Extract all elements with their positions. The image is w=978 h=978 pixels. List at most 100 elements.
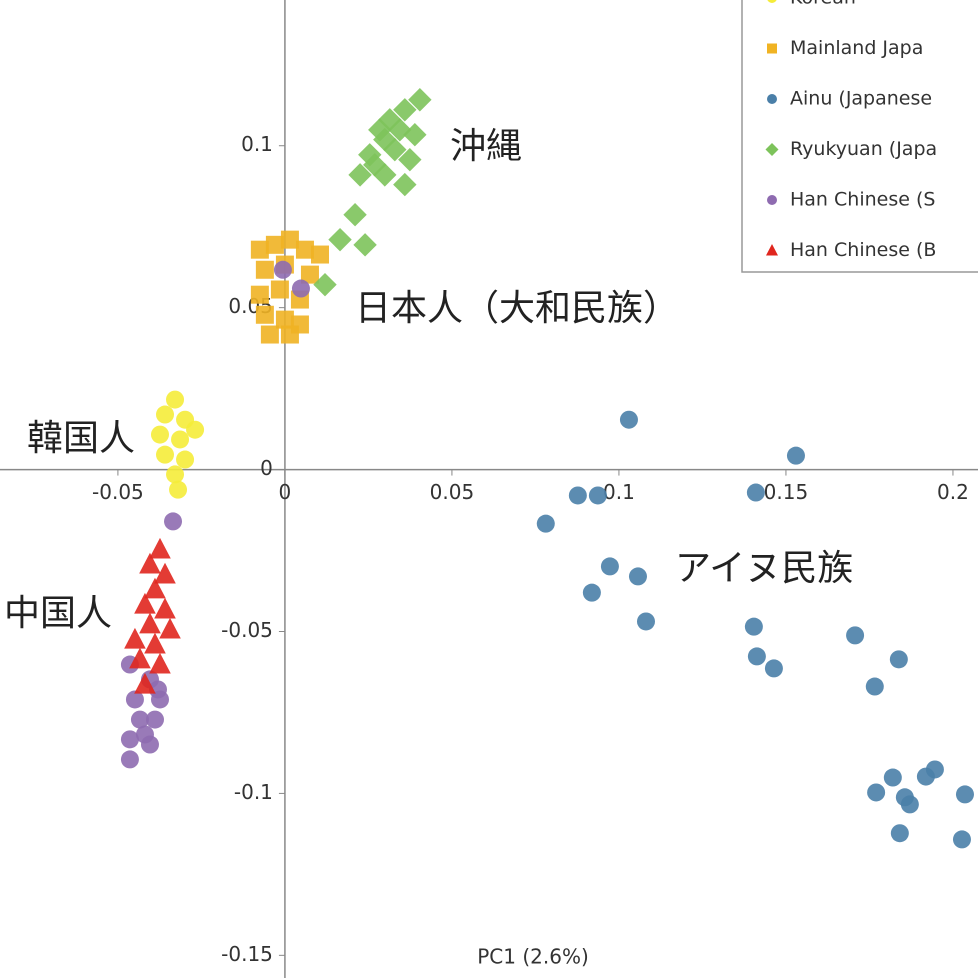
point bbox=[353, 233, 377, 257]
point bbox=[150, 425, 169, 444]
point bbox=[159, 617, 181, 639]
point bbox=[149, 652, 171, 674]
legend-box bbox=[741, 0, 978, 273]
point bbox=[139, 552, 161, 574]
point bbox=[169, 480, 188, 499]
point bbox=[408, 88, 432, 112]
legend-label: Han Chinese (B bbox=[790, 239, 936, 261]
point bbox=[166, 465, 185, 484]
point bbox=[373, 163, 397, 187]
point bbox=[348, 163, 372, 187]
point bbox=[300, 265, 319, 284]
point bbox=[865, 677, 884, 696]
legend-marker bbox=[767, 0, 777, 3]
point bbox=[313, 272, 337, 297]
point bbox=[393, 98, 417, 122]
point bbox=[255, 305, 274, 324]
point bbox=[135, 725, 154, 744]
point bbox=[867, 783, 886, 802]
annotation: 日本人（大和民族） bbox=[355, 288, 679, 329]
point bbox=[148, 680, 167, 699]
x-tick-label: 0.2 bbox=[937, 480, 969, 504]
x-tick-label: 0.05 bbox=[430, 480, 475, 504]
point bbox=[139, 612, 161, 634]
legend-marker bbox=[767, 195, 777, 205]
point bbox=[328, 227, 352, 252]
legend-label: Ainu (Japanese bbox=[790, 88, 932, 110]
legend-marker bbox=[767, 94, 777, 104]
point bbox=[120, 750, 139, 769]
point bbox=[145, 710, 164, 729]
point bbox=[120, 730, 139, 749]
point bbox=[393, 172, 417, 197]
point bbox=[568, 486, 587, 505]
point bbox=[952, 830, 971, 849]
point bbox=[889, 650, 908, 669]
point bbox=[270, 280, 289, 299]
point bbox=[280, 325, 299, 344]
point bbox=[403, 123, 427, 147]
point bbox=[144, 577, 166, 599]
point bbox=[900, 795, 919, 814]
annotation: 韓国人 bbox=[27, 418, 135, 459]
point bbox=[156, 445, 175, 464]
annotation: アイヌ民族 bbox=[675, 548, 853, 589]
legend-marker bbox=[765, 143, 779, 156]
point bbox=[156, 405, 175, 424]
point bbox=[925, 760, 944, 779]
point bbox=[255, 260, 274, 279]
legend-label: Mainland Japa bbox=[790, 37, 923, 59]
point bbox=[250, 285, 269, 304]
legend-label: Han Chinese (S bbox=[790, 189, 935, 211]
point bbox=[265, 235, 284, 254]
legend-marker bbox=[766, 244, 778, 256]
point bbox=[144, 632, 166, 654]
annotation: 沖縄 bbox=[450, 126, 522, 167]
y-tick-label: 0.1 bbox=[241, 132, 273, 156]
point bbox=[129, 647, 151, 669]
point bbox=[890, 824, 909, 843]
point bbox=[628, 567, 647, 586]
point bbox=[744, 617, 763, 636]
point bbox=[295, 240, 314, 259]
x-axis-label: PC1 (2.6%) bbox=[477, 945, 589, 969]
point bbox=[280, 230, 299, 249]
legend-label: Ryukyuan (Japa bbox=[790, 138, 937, 160]
point bbox=[383, 137, 407, 162]
point bbox=[186, 420, 205, 439]
x-tick-label: -0.05 bbox=[92, 480, 144, 504]
point bbox=[291, 279, 310, 298]
point bbox=[883, 768, 902, 787]
point bbox=[176, 450, 195, 469]
y-tick-label: -0.1 bbox=[234, 780, 273, 804]
point bbox=[764, 659, 783, 678]
point bbox=[134, 672, 156, 694]
point bbox=[846, 626, 865, 645]
point bbox=[250, 240, 269, 259]
x-tick-label: 0.15 bbox=[764, 480, 809, 504]
point bbox=[273, 260, 292, 279]
point bbox=[134, 592, 156, 614]
point bbox=[786, 446, 805, 465]
point bbox=[600, 557, 619, 576]
point bbox=[619, 410, 638, 429]
point bbox=[149, 537, 171, 559]
point bbox=[260, 325, 279, 344]
point bbox=[582, 583, 601, 602]
legend: Korean Mainland Japa Ainu (Japanese Ryukyua… bbox=[741, 0, 978, 273]
x-tick-label: 0.1 bbox=[603, 480, 635, 504]
point bbox=[636, 612, 655, 631]
point bbox=[124, 627, 146, 649]
point bbox=[588, 486, 607, 505]
legend-marker bbox=[767, 43, 777, 54]
x-tick-label: 0 bbox=[279, 480, 292, 504]
legend-label: Korean bbox=[790, 0, 856, 9]
point bbox=[164, 512, 183, 531]
point bbox=[746, 483, 765, 502]
y-tick-label: -0.05 bbox=[221, 618, 273, 642]
point bbox=[130, 710, 149, 729]
